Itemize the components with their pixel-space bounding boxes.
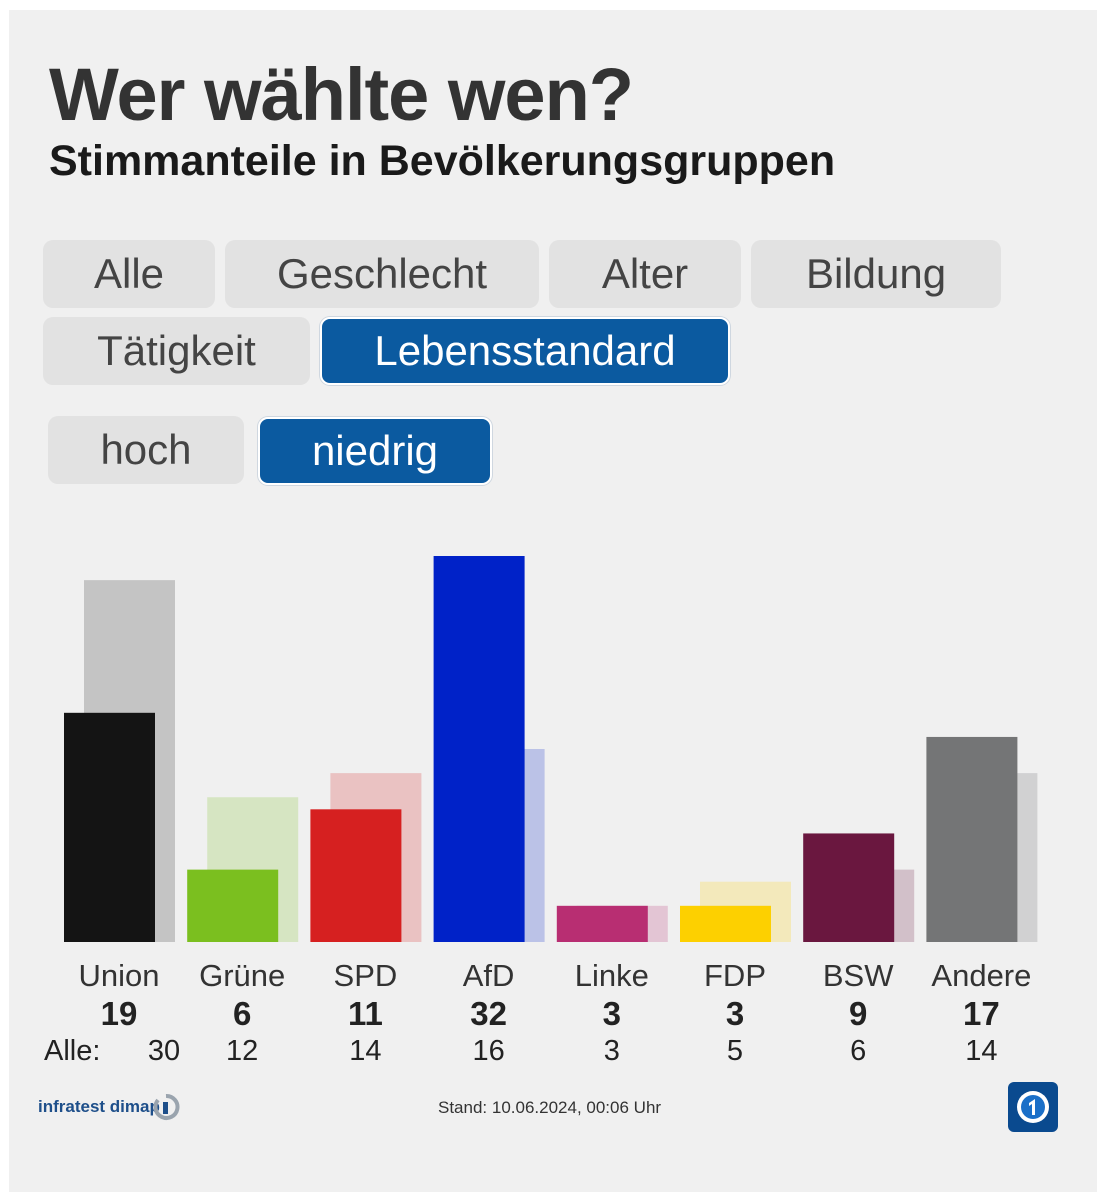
- tab-taetigkeit[interactable]: Tätigkeit: [43, 317, 310, 385]
- party-label-linke: Linke: [574, 958, 649, 993]
- party-label-andere: Andere: [931, 958, 1032, 993]
- party-label-gr-ne: Grüne: [199, 958, 286, 993]
- stand-timestamp: Stand: 10.06.2024, 00:06 Uhr: [438, 1098, 662, 1117]
- bar-niedrig-linke: [556, 905, 648, 942]
- value-niedrig-spd: 11: [347, 995, 383, 1032]
- bar-niedrig-fdp: [680, 905, 771, 942]
- value-alle-spd: 14: [349, 1035, 382, 1067]
- value-niedrig-bsw: 9: [849, 995, 868, 1032]
- value-niedrig-union: 19: [100, 995, 138, 1032]
- party-label-bsw: BSW: [822, 958, 894, 993]
- value-niedrig-fdp: 3: [725, 995, 745, 1032]
- bar-niedrig-union: [64, 712, 155, 942]
- bar-niedrig-afd: [433, 556, 525, 942]
- party-label-spd: SPD: [333, 958, 398, 993]
- value-niedrig-andere: 17: [963, 995, 1000, 1032]
- page-title: Wer wählte wen?: [49, 53, 634, 136]
- party-label-afd: AfD: [462, 958, 515, 993]
- infratest-dimap-icon: [153, 1093, 180, 1120]
- bar-niedrig-spd: [310, 809, 402, 942]
- subtab-niedrig[interactable]: niedrig: [258, 417, 492, 485]
- value-niedrig-afd: 32: [470, 995, 507, 1032]
- value-niedrig-linke: 3: [602, 995, 621, 1032]
- value-alle-afd: 16: [472, 1035, 505, 1067]
- tab-alle[interactable]: Alle: [43, 240, 215, 308]
- party-label-fdp: FDP: [704, 958, 766, 993]
- bar-niedrig-andere: [926, 736, 1018, 942]
- value-alle-bsw: 6: [850, 1035, 867, 1067]
- bar-niedrig-bsw: [803, 833, 895, 942]
- ard-logo-icon: [1008, 1082, 1058, 1132]
- value-alle-gr-ne: 12: [226, 1035, 259, 1067]
- value-alle-union: 30: [147, 1035, 181, 1067]
- bar-niedrig-gr-ne: [187, 869, 279, 942]
- party-label-union: Union: [78, 958, 160, 993]
- value-alle-fdp: 5: [726, 1035, 744, 1067]
- tab-alter[interactable]: Alter: [549, 240, 741, 308]
- value-alle-linke: 3: [603, 1035, 620, 1067]
- value-niedrig-gr-ne: 6: [233, 995, 252, 1032]
- value-alle-andere: 14: [965, 1035, 998, 1067]
- bar-chart: [64, 556, 1038, 942]
- tab-lebensstandard[interactable]: Lebensstandard: [320, 317, 730, 385]
- page-subtitle: Stimmanteile in Bevölkerungsgruppen: [49, 137, 836, 185]
- alle-prefix-label: Alle:: [44, 1035, 101, 1067]
- infratest-dimap-logo: infratest dimap: [38, 1097, 160, 1116]
- tab-geschlecht[interactable]: Geschlecht: [225, 240, 539, 308]
- tab-bildung[interactable]: Bildung: [751, 240, 1001, 308]
- chart-card: Wer wählte wen? Stimmanteile in Bevölker…: [9, 10, 1097, 1192]
- subtab-hoch[interactable]: hoch: [48, 416, 244, 484]
